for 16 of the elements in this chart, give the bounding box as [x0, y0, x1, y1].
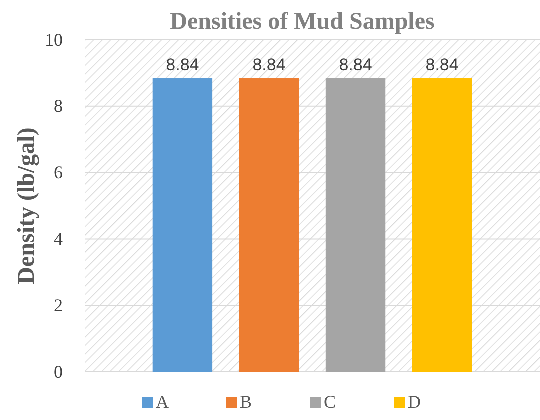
legend-label: B [240, 392, 252, 412]
y-axis-title: Density (lb/gal) [14, 128, 40, 284]
legend-label: C [324, 392, 336, 412]
data-label: 8.84 [426, 56, 459, 75]
y-tick-label: 6 [54, 162, 63, 183]
data-label: 8.84 [166, 56, 200, 75]
y-tick-label: 4 [54, 228, 63, 249]
y-tick-label: 0 [54, 362, 63, 382]
data-label: 8.84 [339, 56, 372, 75]
chart-title: Densities of Mud Samples [170, 9, 435, 35]
y-tick-label: 2 [54, 295, 63, 316]
legend-label: D [408, 392, 421, 412]
y-tick-label: 10 [45, 30, 63, 50]
y-tick-label: 8 [54, 96, 63, 116]
data-label: 8.84 [252, 56, 286, 75]
legend-label: A [156, 392, 169, 412]
